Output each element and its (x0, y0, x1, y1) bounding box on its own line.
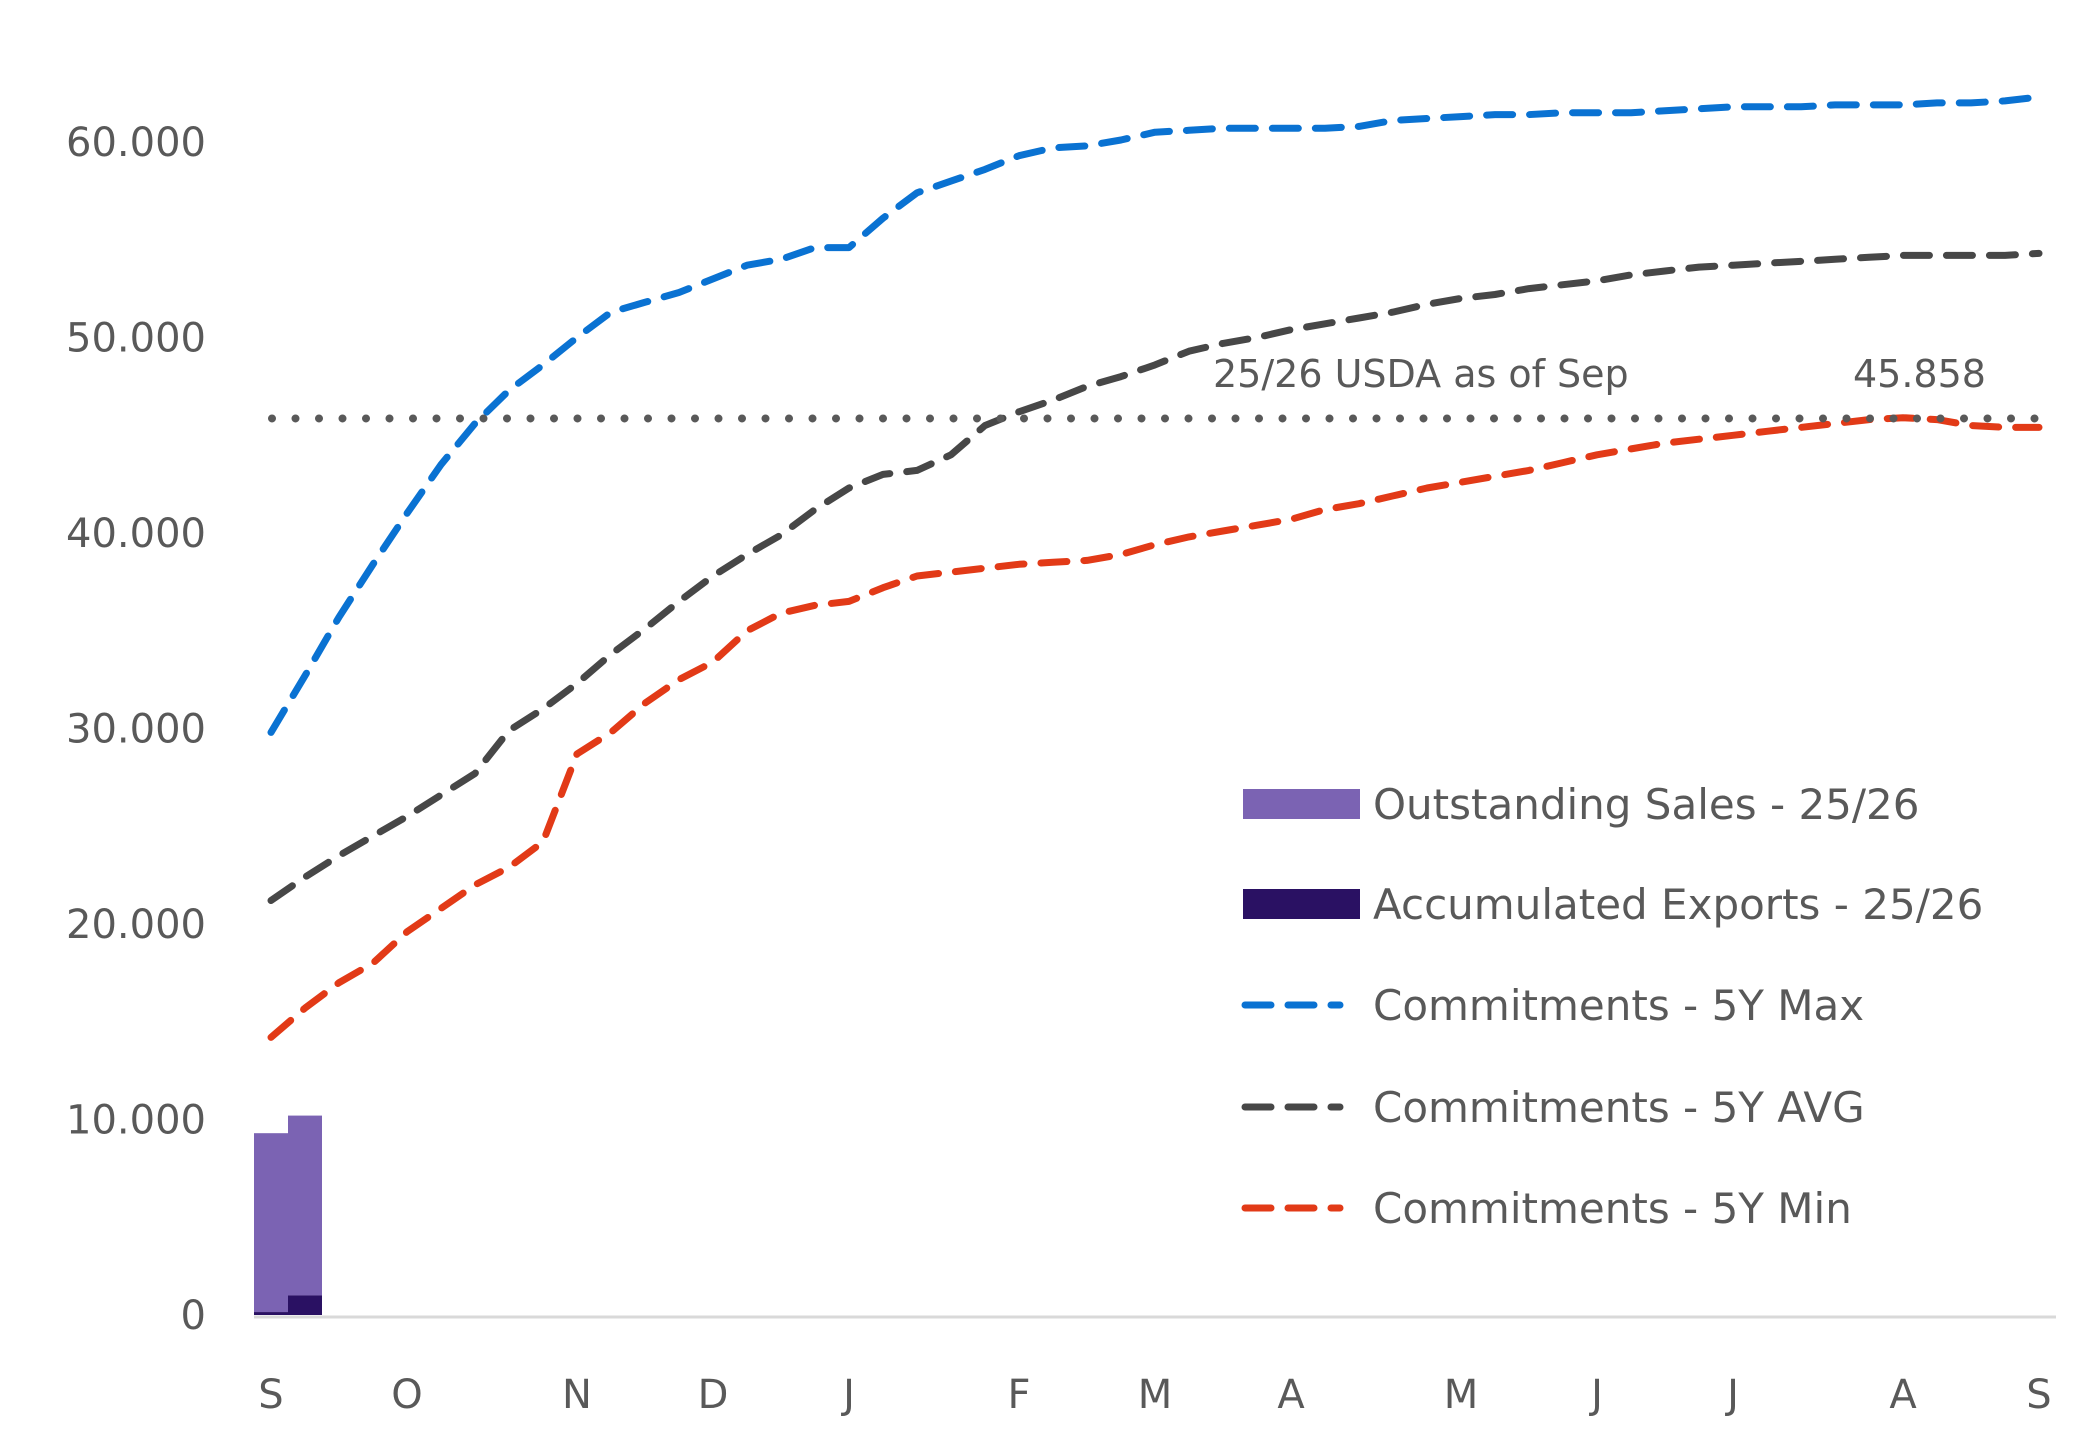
y-tick-label: 50.000 (66, 316, 206, 362)
bar-outstanding-sales (288, 1115, 322, 1296)
x-tick-label: F (1007, 1372, 1030, 1418)
legend-swatch (1243, 789, 1360, 819)
x-tick-label: A (1277, 1372, 1305, 1418)
legend: Outstanding Sales - 25/26 Accumulated Exp… (1241, 780, 1983, 1233)
series-line-min (267, 414, 2043, 1041)
bar-outstanding-sales (254, 1133, 288, 1313)
bar-accumulated-exports (288, 1295, 322, 1315)
series-line-max (267, 93, 2043, 736)
x-tick-label: M (1444, 1372, 1479, 1418)
reference-line-label: 25/26 USDA as of Sep (1213, 352, 1629, 396)
x-tick-label: N (562, 1372, 592, 1418)
x-tick-label: S (258, 1372, 283, 1418)
x-tick-label: D (698, 1372, 729, 1418)
series-line-avg (267, 249, 2043, 904)
y-tick-label: 20.000 (66, 902, 206, 948)
y-tick-label: 30.000 (66, 707, 206, 753)
y-tick-label: 0 (181, 1293, 206, 1339)
y-tick-label: 10.000 (66, 1098, 206, 1144)
legend-item: Commitments - 5Y Max (1241, 981, 1864, 1030)
legend-label: Commitments - 5Y Min (1373, 1184, 1852, 1233)
x-tick-label: O (391, 1372, 422, 1418)
legend-label: Commitments - 5Y AVG (1373, 1083, 1865, 1132)
y-tick-label: 60.000 (66, 120, 206, 166)
legend-item: Commitments - 5Y AVG (1241, 1083, 1865, 1132)
legend-label: Outstanding Sales - 25/26 (1373, 780, 1920, 829)
legend-item: Commitments - 5Y Min (1241, 1184, 1852, 1233)
legend-swatch (1243, 889, 1360, 919)
legend-label: Accumulated Exports - 25/26 (1373, 880, 1983, 929)
legend-item: Outstanding Sales - 25/26 (1243, 780, 1920, 829)
x-tick-label: J (1588, 1372, 1603, 1418)
x-tick-label: A (1889, 1372, 1917, 1418)
x-tick-label: J (1724, 1372, 1739, 1418)
legend-label: Commitments - 5Y Max (1373, 981, 1864, 1030)
legend-item: Accumulated Exports - 25/26 (1243, 880, 1983, 929)
reference-line-value-label: 45.858 (1853, 352, 1986, 396)
y-tick-label: 40.000 (66, 511, 206, 557)
x-tick-label: J (840, 1372, 855, 1418)
bar-accumulated-exports (254, 1312, 288, 1315)
x-tick-label: M (1138, 1372, 1173, 1418)
x-tick-label: S (2026, 1372, 2051, 1418)
